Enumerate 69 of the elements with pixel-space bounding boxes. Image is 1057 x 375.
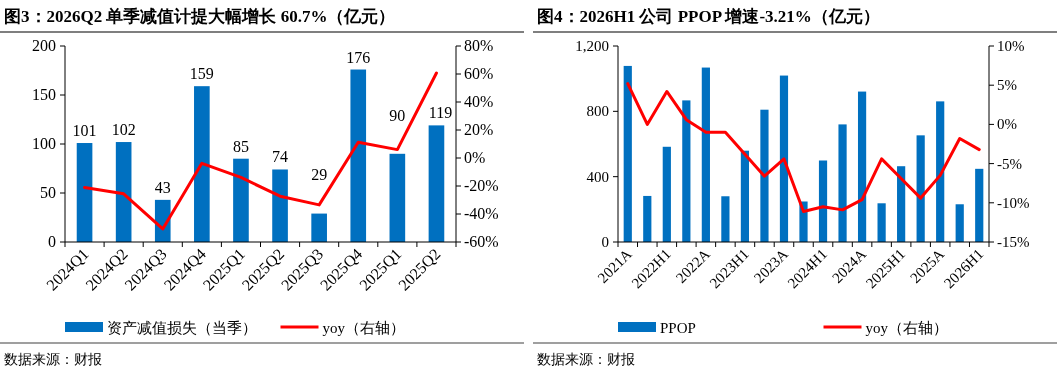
data-label: 85 — [232, 137, 249, 155]
legend-label: yoy（右轴） — [865, 320, 948, 336]
data-label: 119 — [428, 104, 453, 122]
bar — [897, 166, 906, 242]
data-label: 29 — [311, 166, 328, 184]
bar — [721, 196, 730, 242]
bar — [194, 86, 210, 242]
y2-tick-label: 40% — [464, 93, 494, 110]
bar — [936, 101, 945, 242]
data-label: 159 — [189, 65, 214, 83]
bar — [818, 160, 828, 242]
data-label: 90 — [389, 106, 406, 124]
y2-tick-label: -5% — [997, 155, 1022, 172]
bar — [857, 91, 867, 242]
data-label: 43 — [154, 178, 171, 196]
y-tick-label: 200 — [32, 37, 56, 54]
y-tick-label: 150 — [32, 86, 56, 103]
y2-tick-label: -15% — [997, 234, 1030, 250]
y-tick-label: 0 — [48, 233, 56, 250]
bar — [428, 125, 445, 242]
y-tick-label: 100 — [32, 135, 56, 152]
bar — [779, 75, 789, 242]
bar — [643, 195, 652, 242]
bar — [311, 213, 327, 242]
bar — [115, 142, 132, 242]
y-tick-label: 1,200 — [575, 38, 609, 54]
chart-title: 图3：2026Q2 单季减值计提大幅增长 60.7%（亿元） — [4, 7, 396, 26]
source-note: 数据来源：财报 — [537, 352, 635, 367]
data-label: 176 — [346, 48, 371, 66]
bar — [272, 169, 288, 242]
bar — [233, 158, 249, 242]
y-tick-label: 800 — [586, 103, 609, 120]
legend-label: PPOP — [660, 320, 696, 336]
bar — [76, 143, 93, 242]
data-label: 74 — [272, 148, 289, 166]
chart-title: 图4：2026H1 公司 PPOP 增速-3.21%（亿元） — [537, 7, 880, 26]
y-tick-label: 50 — [40, 184, 56, 201]
bar — [838, 124, 847, 242]
bar — [955, 204, 964, 242]
y-tick-label: 0 — [601, 234, 609, 250]
bar — [350, 69, 367, 242]
data-label: 102 — [111, 121, 136, 139]
legend-label: yoy（右轴） — [322, 320, 405, 336]
data-label: 101 — [72, 122, 97, 140]
y2-tick-label: 60% — [464, 65, 494, 82]
source-note: 数据来源：财报 — [4, 352, 102, 367]
y2-tick-label: -40% — [464, 205, 499, 222]
bar — [916, 135, 925, 242]
y2-tick-label: 5% — [997, 77, 1017, 94]
bar — [760, 109, 769, 242]
y2-tick-label: -20% — [464, 177, 499, 194]
bar — [389, 153, 406, 242]
y2-tick-label: 20% — [464, 121, 494, 138]
y2-tick-label: -10% — [997, 194, 1030, 211]
bar — [701, 67, 710, 242]
y2-tick-label: -60% — [464, 233, 499, 250]
y2-tick-label: 10% — [997, 38, 1025, 54]
line-series — [626, 82, 981, 213]
bar — [682, 100, 691, 242]
bar — [623, 65, 632, 242]
y2-tick-label: 0% — [464, 149, 486, 166]
y2-tick-label: 80% — [464, 37, 494, 54]
legend-label: 资产减值损失（当季） — [107, 320, 257, 336]
y-tick-label: 400 — [586, 168, 609, 185]
y2-tick-label: 0% — [997, 116, 1017, 133]
bar — [740, 150, 750, 242]
bar — [975, 168, 984, 242]
bar — [662, 146, 671, 242]
bar — [877, 203, 886, 242]
